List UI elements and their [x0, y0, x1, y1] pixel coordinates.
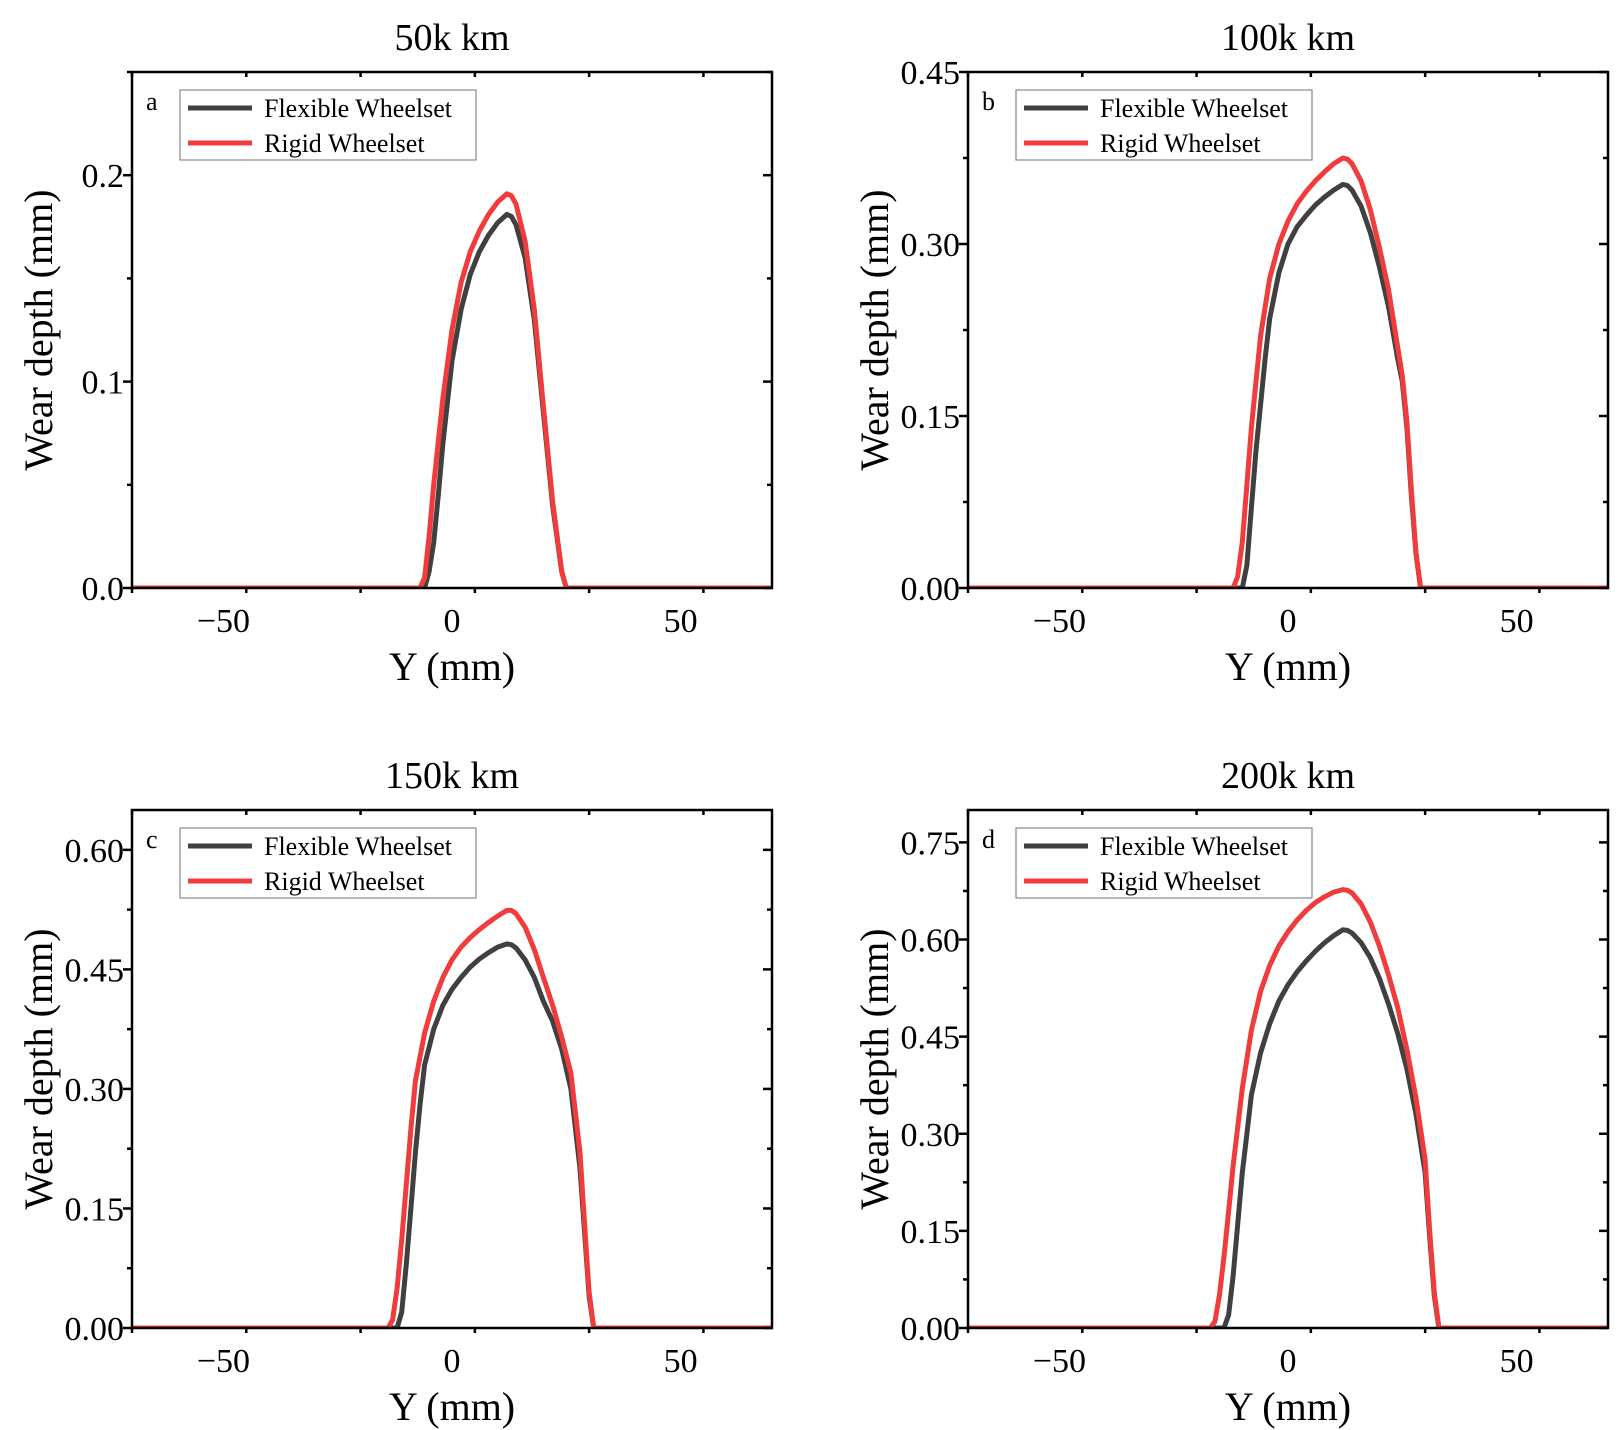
y-axis-label: Wear depth (mm) — [852, 189, 897, 470]
legend-box — [179, 827, 477, 899]
rigid-wheelset-line — [968, 887, 1608, 1328]
y-tick-label: 0.30 — [901, 227, 961, 264]
flexible-wheelset-line — [968, 181, 1608, 588]
y-tick-label: 0.15 — [65, 1191, 125, 1228]
x-tick-label: 50 — [664, 603, 698, 640]
x-tick-label: −50 — [197, 603, 250, 640]
y-tick-label: 0.15 — [901, 399, 961, 436]
legend: Flexible Wheelset Rigid Wheelset — [179, 827, 477, 899]
y-tick-label: 0.15 — [901, 1214, 961, 1251]
plot-frame — [966, 808, 1610, 1330]
panel-label: c — [146, 825, 158, 854]
x-axis-label: Y (mm) — [1225, 1384, 1351, 1429]
legend: Flexible Wheelset Rigid Wheelset — [1015, 89, 1313, 161]
y-tick-label: 0.00 — [65, 1311, 125, 1348]
y-axis-label: Wear depth (mm) — [16, 189, 61, 470]
x-tick-label: 0 — [1280, 603, 1297, 640]
panel-label: a — [146, 87, 158, 116]
y-tick-label: 0.30 — [65, 1072, 125, 1109]
panel-title: 50k km — [394, 17, 509, 59]
x-tick-label: 0 — [1280, 1343, 1297, 1380]
legend-entry: Rigid Wheelset — [1100, 867, 1261, 896]
y-tick-label: 0.1 — [82, 365, 125, 402]
flexible-wheelset-line — [132, 941, 772, 1328]
legend-entry: Flexible Wheelset — [264, 94, 453, 123]
legend-entry: Rigid Wheelset — [1100, 129, 1261, 158]
rigid-wheelset-line — [132, 191, 772, 588]
x-tick-label: 50 — [664, 1343, 698, 1380]
legend-entry: Flexible Wheelset — [1100, 832, 1289, 861]
flexible-wheelset-line — [132, 211, 772, 588]
panel-c: 150k km −50 0 50 0.00 0.15 0.30 0.45 0.60 Y (mm) W… — [16, 755, 774, 1429]
flexible-wheelset-line — [968, 927, 1608, 1328]
x-tick-label: 50 — [1500, 603, 1534, 640]
panel-label: d — [982, 825, 995, 854]
rigid-wheelset-line — [968, 155, 1608, 588]
legend-entry: Rigid Wheelset — [264, 129, 425, 158]
x-tick-label: 0 — [444, 603, 461, 640]
y-tick-label: 0.00 — [901, 571, 961, 608]
y-axis-label: Wear depth (mm) — [852, 928, 897, 1209]
legend-box — [1015, 89, 1313, 161]
y-tick-label: 0.60 — [901, 923, 961, 960]
panel-b: 100k km −50 0 50 0.00 0.15 0.30 0.45 Y (mm) Wear … — [852, 17, 1610, 689]
x-tick-label: −50 — [1033, 1343, 1086, 1380]
legend-entry: Flexible Wheelset — [264, 832, 453, 861]
legend-box — [179, 89, 477, 161]
panel-title: 150k km — [385, 755, 519, 797]
series-group — [968, 887, 1608, 1328]
x-tick-label: 0 — [444, 1343, 461, 1380]
series-group — [968, 155, 1608, 588]
panel-a: 50k km −50 0 50 0.0 0.1 0.2 Y (mm) Wear depth (m… — [16, 17, 774, 689]
y-tick-label: 0.45 — [901, 55, 961, 92]
plot-frame — [130, 70, 774, 590]
series-group — [132, 191, 772, 588]
y-tick-label: 0.00 — [901, 1311, 961, 1348]
y-tick-label: 0.60 — [65, 833, 125, 870]
panel-title: 100k km — [1221, 17, 1355, 59]
panel-d: 200k km −50 0 50 0.00 0.15 0.30 0.45 0.60 0.75 Y (… — [852, 755, 1610, 1429]
series-group — [132, 907, 772, 1328]
x-tick-label: 50 — [1500, 1343, 1534, 1380]
x-axis-label: Y (mm) — [1225, 644, 1351, 689]
legend-entry: Flexible Wheelset — [1100, 94, 1289, 123]
legend-entry: Rigid Wheelset — [264, 867, 425, 896]
x-tick-label: −50 — [197, 1343, 250, 1380]
y-tick-label: 0.45 — [901, 1020, 961, 1057]
y-tick-label: 0.0 — [82, 571, 125, 608]
plot-frame — [130, 808, 774, 1330]
x-tick-label: −50 — [1033, 603, 1086, 640]
y-tick-label: 0.75 — [901, 825, 961, 862]
y-tick-label: 0.30 — [901, 1117, 961, 1154]
y-axis-label: Wear depth (mm) — [16, 928, 61, 1209]
y-tick-label: 0.45 — [65, 952, 125, 989]
legend: Flexible Wheelset Rigid Wheelset — [179, 89, 477, 161]
y-tick-label: 0.2 — [82, 158, 125, 195]
panel-title: 200k km — [1221, 755, 1355, 797]
panel-label: b — [982, 87, 995, 116]
x-axis-label: Y (mm) — [389, 644, 515, 689]
rigid-wheelset-line — [132, 907, 772, 1328]
x-axis-label: Y (mm) — [389, 1384, 515, 1429]
legend: Flexible Wheelset Rigid Wheelset — [1015, 827, 1313, 899]
legend-box — [1015, 827, 1313, 899]
